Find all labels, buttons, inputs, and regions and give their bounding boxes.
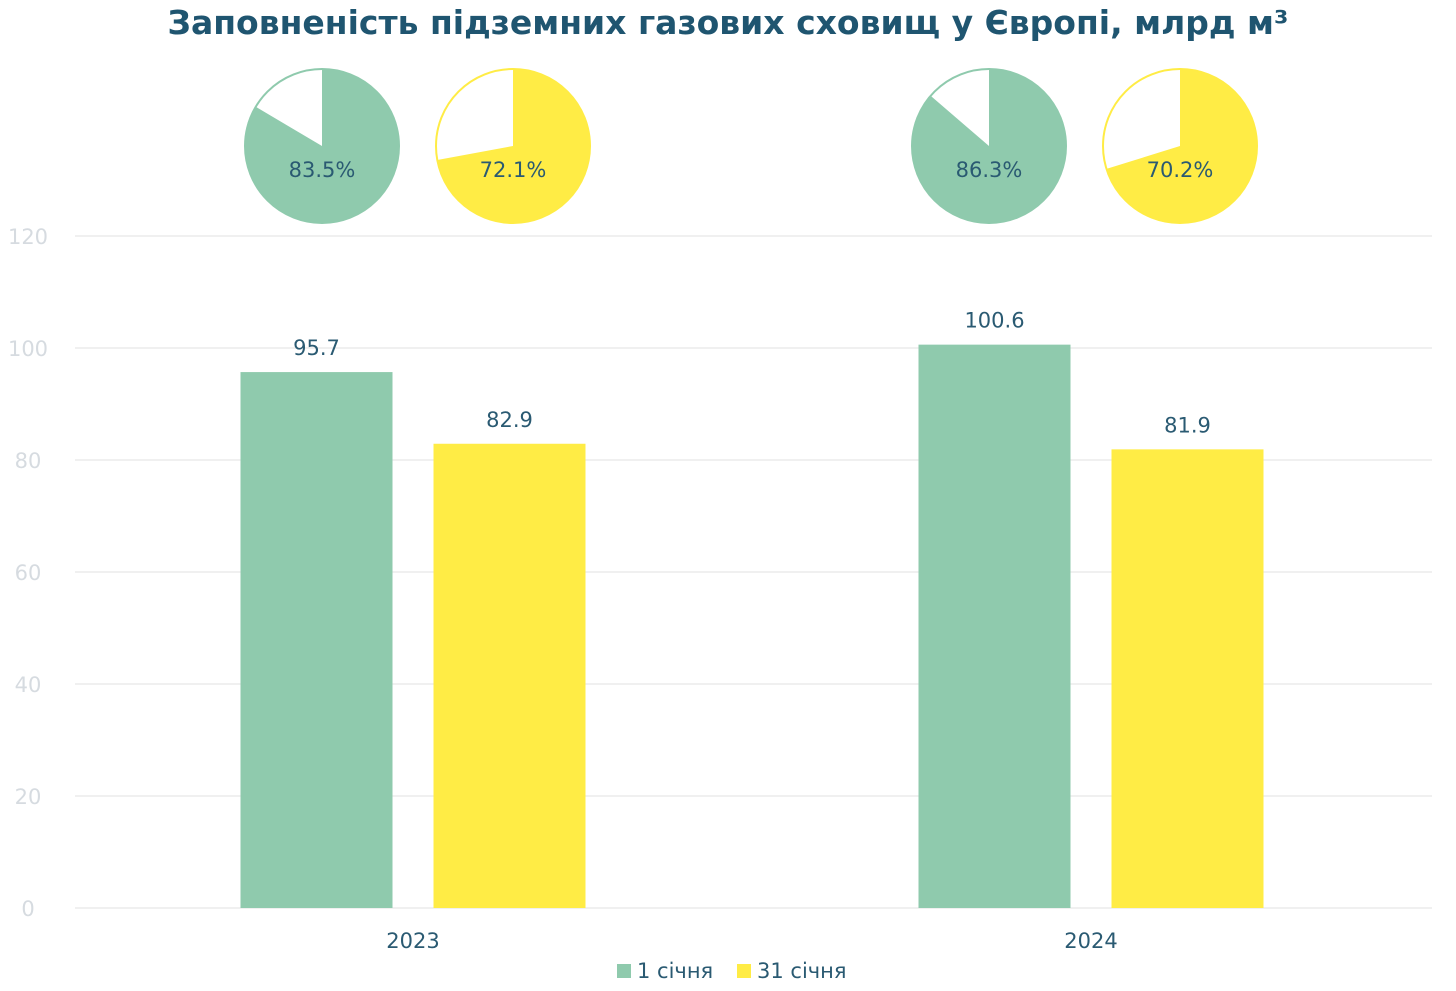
- legend-label: 1 січня: [637, 959, 713, 983]
- pie-fill-slice: [245, 69, 400, 223]
- bar-value-label: 100.6: [964, 309, 1024, 333]
- pie-percent-label: 86.3%: [956, 158, 1023, 182]
- bars: 95.7 82.9 100.6 81.9: [240, 309, 1264, 909]
- x-tick-label: 2023: [386, 929, 439, 953]
- bar-value-label: 82.9: [486, 408, 533, 432]
- bar: [918, 344, 1071, 908]
- pie-percent-label: 72.1%: [480, 158, 547, 182]
- legend-label: 31 січня: [757, 959, 847, 983]
- y-tick-label: 120: [8, 225, 48, 249]
- x-tick-label: 2024: [1064, 929, 1117, 953]
- pie-fill-slice: [437, 69, 591, 223]
- y-axis-ticks: 0 20 40 60 80 100 120: [8, 225, 48, 921]
- bar: [240, 372, 393, 909]
- y-tick-label: 20: [15, 785, 42, 809]
- y-tick-label: 0: [21, 897, 34, 921]
- y-tick-label: 40: [15, 673, 42, 697]
- y-tick-label: 100: [8, 337, 48, 361]
- y-tick-label: 80: [15, 449, 42, 473]
- pie-percent-label: 83.5%: [289, 158, 356, 182]
- pie-percent-label: 70.2%: [1147, 158, 1214, 182]
- x-axis-labels: 2023 2024: [386, 929, 1117, 953]
- chart-title: Заповненість підземних газових сховищ у …: [168, 3, 1289, 42]
- pie-fill-slice: [912, 69, 1066, 223]
- bar-value-label: 95.7: [293, 336, 340, 360]
- pie-fill-slice: [1106, 69, 1257, 223]
- legend-swatch: [737, 964, 751, 978]
- legend-swatch: [617, 964, 631, 978]
- y-tick-label: 60: [15, 561, 42, 585]
- bar: [1111, 449, 1264, 908]
- legend: 1 січня 31 січня: [617, 959, 847, 983]
- fill-level-pies: 83.5% 72.1% 86.3% 70.2%: [244, 68, 1258, 224]
- bar: [433, 443, 586, 908]
- bar-value-label: 81.9: [1164, 413, 1211, 437]
